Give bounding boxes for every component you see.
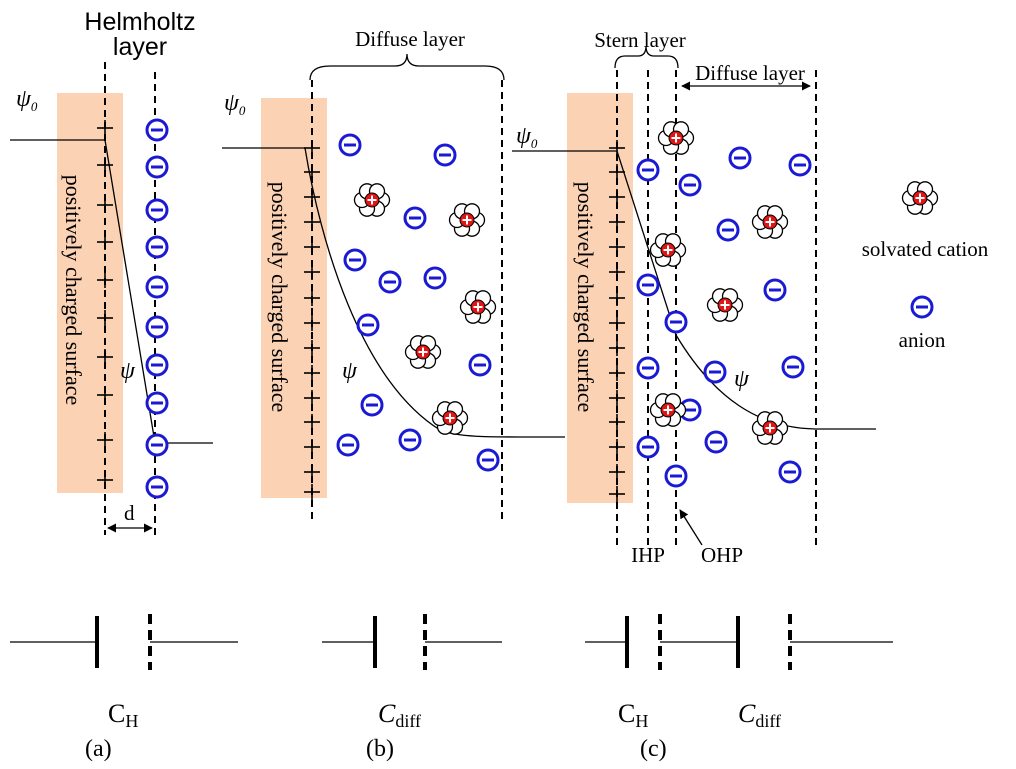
ohp-label: OHP bbox=[701, 543, 743, 567]
capacitance: CH bbox=[618, 699, 648, 731]
cation bbox=[659, 122, 694, 154]
legend: solvated cation anion bbox=[862, 182, 989, 352]
stern-label: Stern layer bbox=[594, 28, 686, 52]
diffuse-label: Diffuse layer bbox=[695, 61, 805, 85]
anion bbox=[147, 157, 167, 177]
anion bbox=[147, 200, 167, 220]
anion bbox=[147, 277, 167, 297]
psi0: ψ0 bbox=[516, 123, 538, 151]
anion bbox=[405, 208, 425, 228]
anion bbox=[790, 155, 810, 175]
cation bbox=[406, 336, 441, 368]
anion bbox=[340, 135, 360, 155]
cation bbox=[708, 289, 743, 321]
anion bbox=[358, 315, 378, 335]
sub: H bbox=[125, 711, 138, 731]
anion bbox=[478, 450, 498, 470]
anion bbox=[400, 430, 420, 450]
anion bbox=[147, 317, 167, 337]
psi-label: ψ bbox=[120, 358, 136, 384]
capacitance: Cdiff bbox=[378, 699, 421, 731]
title: Helmholtz bbox=[84, 8, 195, 36]
cation bbox=[753, 412, 788, 444]
anion bbox=[765, 280, 785, 300]
psi: ψ bbox=[516, 123, 532, 149]
capacitance: Cdiff bbox=[738, 699, 781, 731]
psi-label: ψ bbox=[734, 366, 750, 392]
panel-label: (a) bbox=[85, 736, 112, 762]
anion bbox=[706, 432, 726, 452]
psi-label: ψ bbox=[342, 358, 358, 384]
title: layer bbox=[113, 33, 167, 61]
distance: d bbox=[124, 501, 135, 525]
psi: ψ bbox=[16, 86, 32, 112]
anion bbox=[638, 358, 658, 378]
anion-icon bbox=[912, 297, 932, 317]
anion-label: anion bbox=[899, 328, 946, 352]
anion bbox=[147, 120, 167, 140]
anion bbox=[147, 435, 167, 455]
ihp-label: IHP bbox=[631, 543, 665, 567]
anion bbox=[638, 275, 658, 295]
diagram: positively charged surface Helmholtz lay… bbox=[0, 0, 1016, 769]
anion bbox=[470, 355, 490, 375]
anion bbox=[147, 237, 167, 257]
cation bbox=[355, 184, 390, 216]
panel-c: positively charged surface Stern layer D… bbox=[512, 28, 893, 762]
cation bbox=[753, 206, 788, 238]
cation-label: solvated cation bbox=[862, 237, 989, 261]
anion bbox=[147, 355, 167, 375]
sub: diff bbox=[755, 711, 781, 731]
anion bbox=[338, 435, 358, 455]
panel-a: positively charged surface Helmholtz lay… bbox=[10, 8, 238, 762]
sub: 0 bbox=[31, 99, 38, 114]
anion bbox=[380, 272, 400, 292]
sub: 0 bbox=[239, 103, 246, 118]
anion bbox=[362, 395, 382, 415]
anion bbox=[718, 220, 738, 240]
panel-label: (c) bbox=[640, 736, 667, 762]
anion bbox=[666, 466, 686, 486]
cation bbox=[450, 204, 485, 236]
c: C bbox=[378, 699, 396, 728]
anion bbox=[780, 462, 800, 482]
psi: ψ bbox=[224, 90, 240, 116]
anion bbox=[425, 268, 445, 288]
surface-label: positively charged surface bbox=[573, 182, 598, 413]
cation-icon bbox=[903, 182, 938, 214]
sub: H bbox=[635, 711, 648, 731]
panel-label: (b) bbox=[366, 736, 394, 762]
cation bbox=[651, 234, 686, 266]
anion bbox=[705, 362, 725, 382]
anion bbox=[730, 148, 750, 168]
anion bbox=[783, 357, 803, 377]
anion bbox=[345, 250, 365, 270]
arrow bbox=[680, 510, 702, 545]
capacitance: CH bbox=[108, 699, 138, 731]
anion bbox=[435, 145, 455, 165]
panel-b: positively charged surface Diffuse layer… bbox=[222, 27, 565, 762]
cation bbox=[461, 291, 496, 323]
anion bbox=[638, 437, 658, 457]
anion bbox=[638, 160, 658, 180]
brace bbox=[310, 54, 504, 80]
anion bbox=[147, 477, 167, 497]
cation bbox=[433, 402, 468, 434]
anion bbox=[680, 175, 700, 195]
c: C bbox=[108, 699, 125, 728]
anion bbox=[147, 393, 167, 413]
cation bbox=[651, 394, 686, 426]
sub: 0 bbox=[531, 136, 538, 151]
anion bbox=[666, 312, 686, 332]
psi0: ψ0 bbox=[16, 86, 38, 114]
psi0: ψ0 bbox=[224, 90, 246, 118]
c: C bbox=[618, 699, 635, 728]
title: Diffuse layer bbox=[355, 27, 465, 51]
surface-label: positively charged surface bbox=[61, 175, 86, 406]
surface-label: positively charged surface bbox=[267, 182, 292, 413]
c: C bbox=[738, 699, 756, 728]
sub: diff bbox=[395, 711, 421, 731]
